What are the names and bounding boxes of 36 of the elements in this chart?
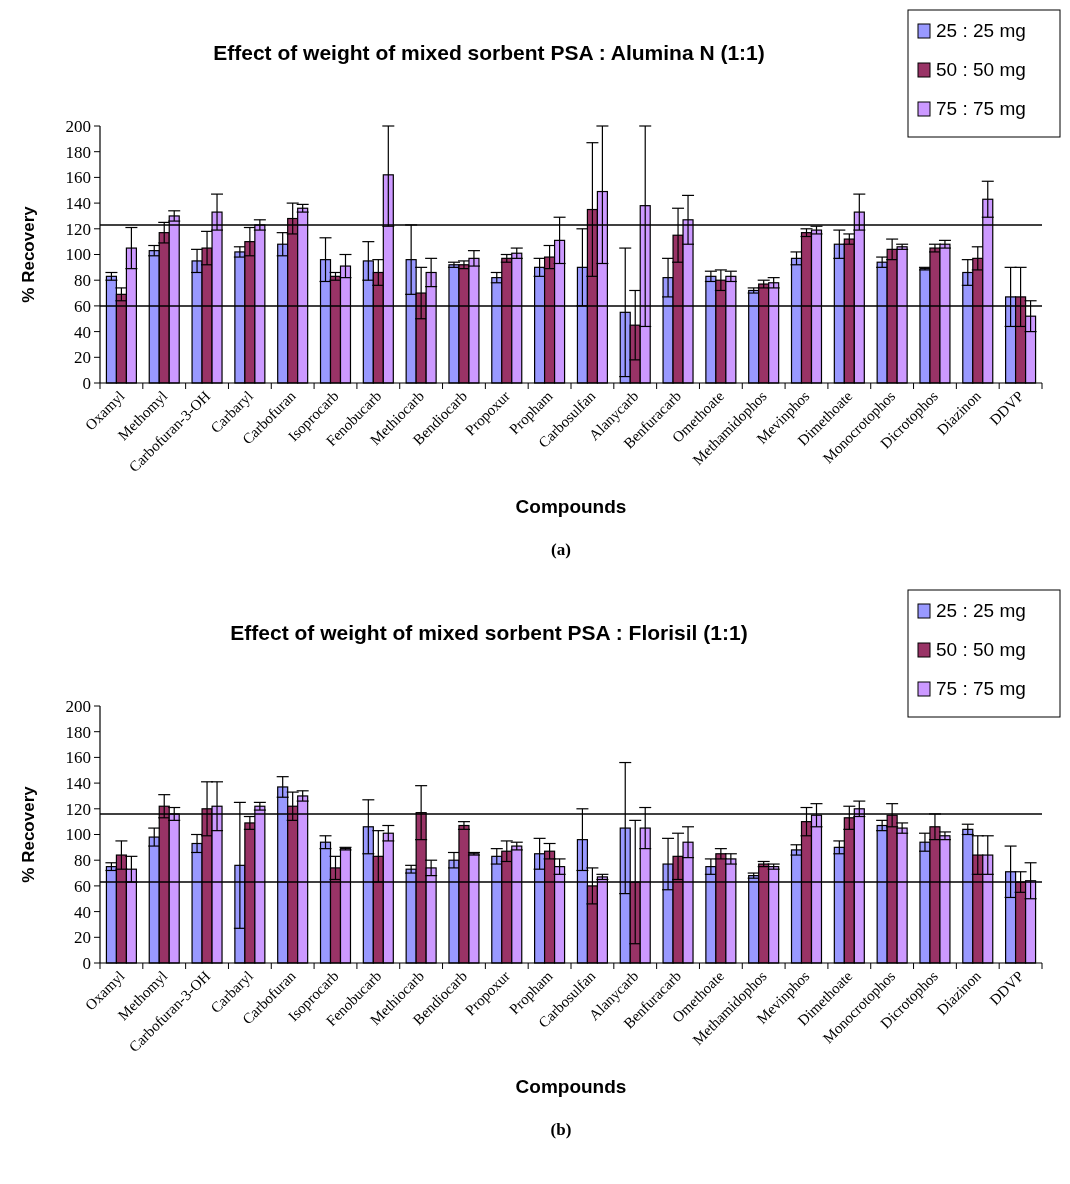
legend-label: 75 : 75 mg	[936, 98, 1026, 119]
y-tick-label: 60	[74, 876, 91, 896]
legend-label: 50 : 50 mg	[936, 59, 1026, 80]
y-axis-title: % Recovery	[19, 205, 38, 303]
y-tick-label: 40	[74, 322, 91, 342]
y-tick-label: 20	[74, 348, 91, 368]
y-tick-label: 100	[65, 825, 91, 845]
y-tick-label: 200	[65, 696, 91, 716]
text: (b)	[550, 1120, 572, 1139]
y-tick-label: 140	[65, 194, 91, 214]
y-tick-label: 40	[74, 902, 91, 922]
y-tick-label: 80	[74, 851, 91, 871]
chart-title: Effect of weight of mixed sorbent PSA : Florisil (1:1)	[230, 621, 748, 644]
x-axis-title: Compounds	[515, 496, 627, 517]
y-tick-label: 60	[74, 296, 91, 316]
y-tick-label: 160	[65, 748, 91, 768]
legend-label: 50 : 50 mg	[936, 639, 1026, 660]
legend-label: 75 : 75 mg	[936, 678, 1026, 699]
y-tick-label: 0	[82, 953, 91, 973]
y-tick-label: 180	[65, 142, 91, 162]
y-axis-title: % Recovery	[19, 785, 38, 883]
y-tick-label: 180	[65, 722, 91, 742]
y-tick-label: 0	[82, 373, 91, 393]
legend-label: 25 : 25 mg	[936, 20, 1026, 41]
y-tick-label: 140	[65, 774, 91, 794]
y-tick-label: 120	[65, 799, 91, 819]
y-tick-label: 20	[74, 928, 91, 948]
y-tick-label: 100	[65, 245, 91, 265]
y-tick-label: 160	[65, 168, 91, 188]
x-axis-title: Compounds	[515, 1076, 627, 1097]
text: (a)	[551, 540, 571, 559]
y-tick-label: 120	[65, 219, 91, 239]
chart-title: Effect of weight of mixed sorbent PSA : Alumina N (1:1)	[213, 41, 765, 64]
y-tick-label: 80	[74, 271, 91, 291]
y-tick-label: 200	[65, 116, 91, 136]
legend-label: 25 : 25 mg	[936, 600, 1026, 621]
